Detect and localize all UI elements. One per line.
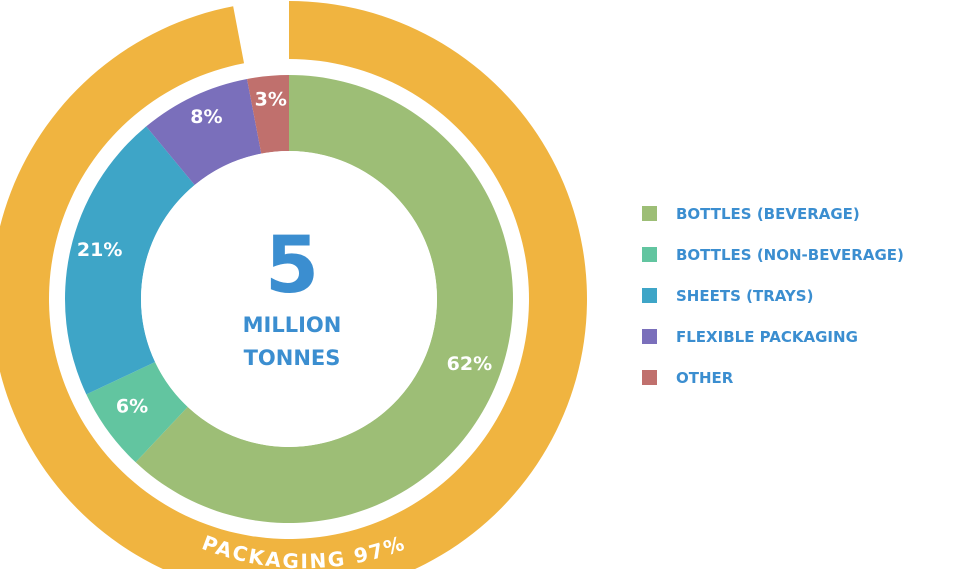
legend-label: BOTTLES (NON-BEVERAGE) bbox=[676, 245, 904, 264]
slice-sheets-trays bbox=[64, 126, 195, 395]
legend: BOTTLES (BEVERAGE) BOTTLES (NON-BEVERAGE)… bbox=[642, 200, 904, 405]
legend-item-bottles-beverage: BOTTLES (BEVERAGE) bbox=[642, 200, 904, 227]
center-unit-line2: TONNES bbox=[244, 346, 341, 370]
slice-label-bottles-non-beverage: 6% bbox=[116, 396, 148, 418]
slice-label-sheets-trays: 21% bbox=[77, 239, 122, 261]
legend-swatch bbox=[642, 288, 657, 303]
legend-item-other: OTHER bbox=[642, 364, 904, 391]
legend-label: BOTTLES (BEVERAGE) bbox=[676, 204, 860, 223]
slice-bottles-beverage bbox=[135, 75, 514, 523]
donut-slices bbox=[64, 75, 514, 523]
slice-flexible-packaging bbox=[146, 78, 262, 185]
center-number: 5 bbox=[265, 221, 319, 311]
legend-swatch bbox=[642, 206, 657, 221]
legend-item-flexible-packaging: FLEXIBLE PACKAGING bbox=[642, 323, 904, 350]
donut-slice-labels: 62% 6% 21% 8% 3% bbox=[77, 88, 492, 417]
donut-hole bbox=[141, 151, 437, 447]
legend-label: OTHER bbox=[676, 368, 734, 387]
legend-label: SHEETS (TRAYS) bbox=[676, 286, 814, 305]
legend-swatch bbox=[642, 247, 657, 262]
legend-label: FLEXIBLE PACKAGING bbox=[676, 327, 858, 346]
slice-label-flexible-packaging: 8% bbox=[190, 106, 222, 128]
legend-item-sheets-trays: SHEETS (TRAYS) bbox=[642, 282, 904, 309]
slice-label-other: 3% bbox=[255, 88, 287, 110]
slice-other bbox=[247, 75, 289, 154]
legend-item-bottles-non-beverage: BOTTLES (NON-BEVERAGE) bbox=[642, 241, 904, 268]
center-unit-line1: MILLION bbox=[243, 313, 342, 337]
slice-bottles-non-beverage bbox=[86, 362, 188, 463]
legend-swatch bbox=[642, 329, 657, 344]
slice-label-bottles-beverage: 62% bbox=[447, 353, 492, 375]
legend-swatch bbox=[642, 370, 657, 385]
